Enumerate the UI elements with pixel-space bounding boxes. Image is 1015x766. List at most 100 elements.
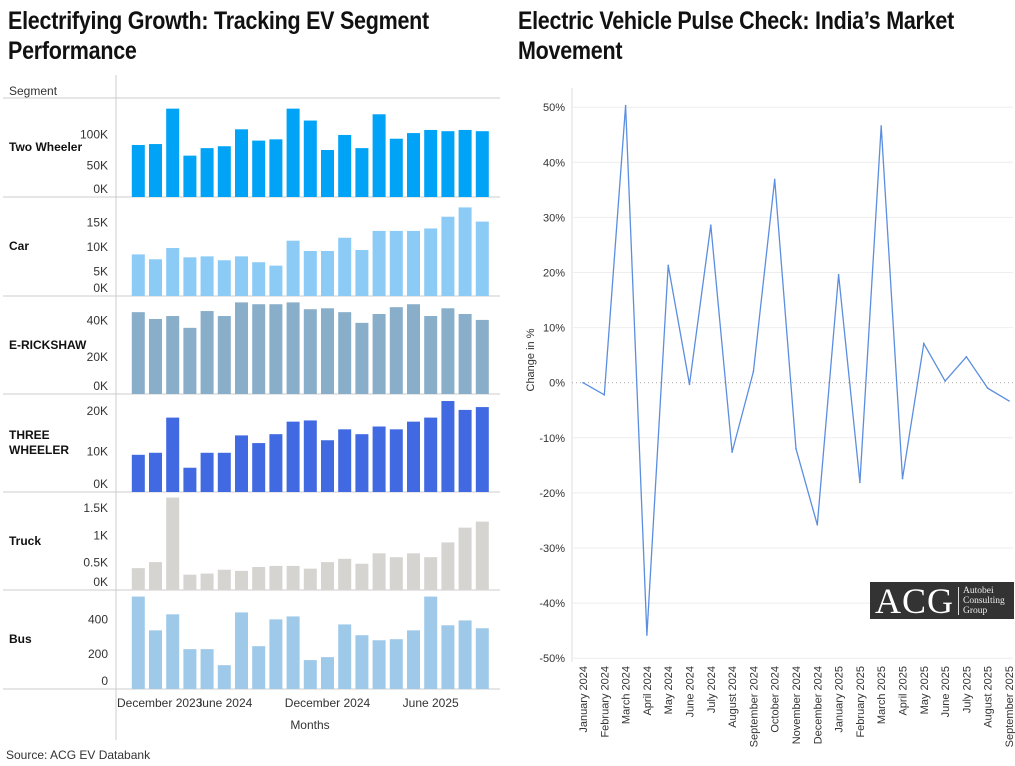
x-tick-label: February 2025 [855,666,867,738]
bar-bus [149,630,162,689]
y-tick-label: -20% [539,488,565,500]
bar-truck [389,557,403,590]
bar-two-wheeler [200,148,214,197]
bar-bus [252,646,266,689]
y-tick-label: 0K [93,575,108,589]
data-point [816,524,819,526]
data-point [880,125,882,127]
x-tick-label: August 2025 [983,666,995,728]
bar-e-rickshaw [166,316,180,394]
data-point [923,342,925,345]
bar-car [458,207,472,296]
bar-truck [183,574,197,590]
x-tick-label: December 2023 [117,696,203,710]
bar-truck [407,553,420,590]
bar-bus [355,635,369,689]
x-tick-label: June 2024 [196,696,252,710]
bar-e-rickshaw [269,304,283,394]
y-tick-label: -30% [539,543,565,555]
bar-two-wheeler [149,144,162,197]
bar-three-wheeler [149,452,162,492]
y-axis-title: Change in % [525,328,537,391]
bar-e-rickshaw [458,314,472,394]
segment-label: Two Wheeler [9,140,83,154]
bar-car [166,248,180,296]
bar-bus [407,630,420,689]
bar-car [235,256,248,296]
bar-truck [217,569,231,590]
segment-label: Bus [9,632,32,646]
pct-change-line [582,105,1010,636]
bar-bus [235,612,248,689]
bar-truck [149,562,162,590]
bar-bus [458,620,472,689]
bar-two-wheeler [389,138,403,197]
bar-three-wheeler [338,429,352,492]
bar-truck [200,573,214,590]
bar-e-rickshaw [372,314,386,394]
bar-two-wheeler [235,129,248,197]
y-tick-label: 1K [93,528,108,542]
x-tick-label: July 2025 [961,666,973,713]
data-point [965,356,968,358]
logo-mark: ACG [875,580,955,621]
y-tick-label: 50% [543,102,565,114]
y-tick-label: -10% [539,433,565,445]
bar-e-rickshaw [183,327,197,394]
y-tick-label: -40% [539,598,565,610]
bar-truck [338,558,352,590]
data-point [859,481,861,484]
bar-two-wheeler [131,144,145,197]
segment-label: THREE WHEELER [9,428,69,457]
bar-bus [303,660,317,689]
bar-truck [475,521,489,590]
x-tick-label: May 2024 [663,666,675,714]
bar-bus [200,649,214,689]
bar-e-rickshaw [407,304,420,394]
y-tick-label: 15K [87,216,108,230]
x-tick-label: May 2025 [919,666,931,714]
y-tick-label: 40% [543,157,565,169]
bar-truck [252,567,266,590]
data-point [624,104,627,107]
bar-truck [355,563,369,590]
segment-label: E-RICKSHAW [9,337,87,352]
bar-two-wheeler [407,133,420,197]
bar-three-wheeler [424,417,438,492]
bar-truck [321,562,334,590]
y-tick-label: 0K [93,281,108,295]
y-tick-label: 5K [93,265,108,279]
bar-truck [269,565,283,590]
bar-e-rickshaw [475,319,489,394]
bar-bus [321,657,334,689]
left-chart-title: Electrifying Growth: Tracking EV Segment… [8,7,429,65]
bar-three-wheeler [183,467,197,492]
bar-car [441,216,455,296]
data-point [795,448,797,450]
bar-car [424,228,438,296]
bar-three-wheeler [286,421,300,492]
bar-three-wheeler [235,435,248,492]
bar-bus [131,596,145,689]
y-tick-label: 30% [543,212,565,224]
y-tick-label: 10% [543,323,565,335]
bar-car [200,256,214,296]
bar-two-wheeler [355,148,369,197]
x-tick-label: March 2025 [876,666,888,724]
bar-three-wheeler [303,420,317,492]
y-tick-label: 40K [87,313,108,327]
bar-two-wheeler [338,134,352,197]
bar-two-wheeler [286,108,300,197]
x-tick-label: January 2025 [834,666,846,733]
x-tick-label: December 2024 [285,696,371,710]
y-tick-label: 1.5K [83,501,108,515]
bar-two-wheeler [217,146,231,197]
bar-e-rickshaw [131,312,145,394]
data-point [582,381,584,384]
bar-two-wheeler [321,150,334,197]
bar-two-wheeler [372,114,386,197]
bar-truck [131,568,145,590]
bar-three-wheeler [200,452,214,492]
bar-truck [424,557,438,590]
